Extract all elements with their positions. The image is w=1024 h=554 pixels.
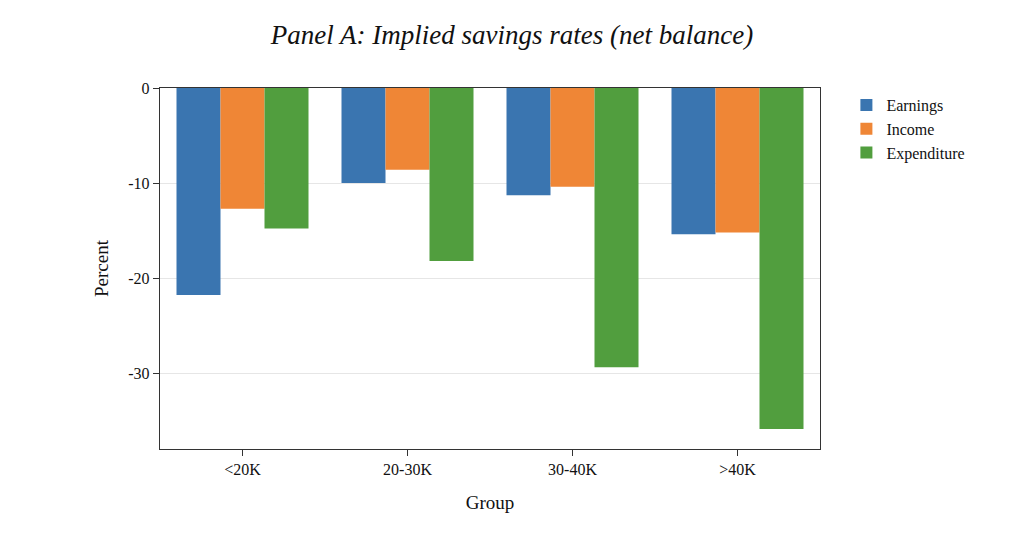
svg-text:Earnings: Earnings — [886, 97, 943, 115]
svg-text:-20: -20 — [128, 270, 149, 287]
svg-text:Panel A: Implied savings rates: Panel A: Implied savings rates (net bala… — [270, 20, 753, 50]
svg-text:20-30K: 20-30K — [383, 461, 432, 478]
svg-text:Group: Group — [466, 492, 515, 513]
svg-text:0: 0 — [142, 80, 150, 97]
svg-text:30-40K: 30-40K — [548, 461, 597, 478]
svg-text:Expenditure: Expenditure — [886, 145, 964, 163]
svg-text:-10: -10 — [128, 175, 149, 192]
svg-text:<20K: <20K — [224, 461, 261, 478]
svg-text:-30: -30 — [128, 365, 149, 382]
svg-text:>40K: >40K — [719, 461, 756, 478]
svg-text:Percent: Percent — [91, 239, 112, 297]
svg-text:Income: Income — [886, 121, 934, 138]
